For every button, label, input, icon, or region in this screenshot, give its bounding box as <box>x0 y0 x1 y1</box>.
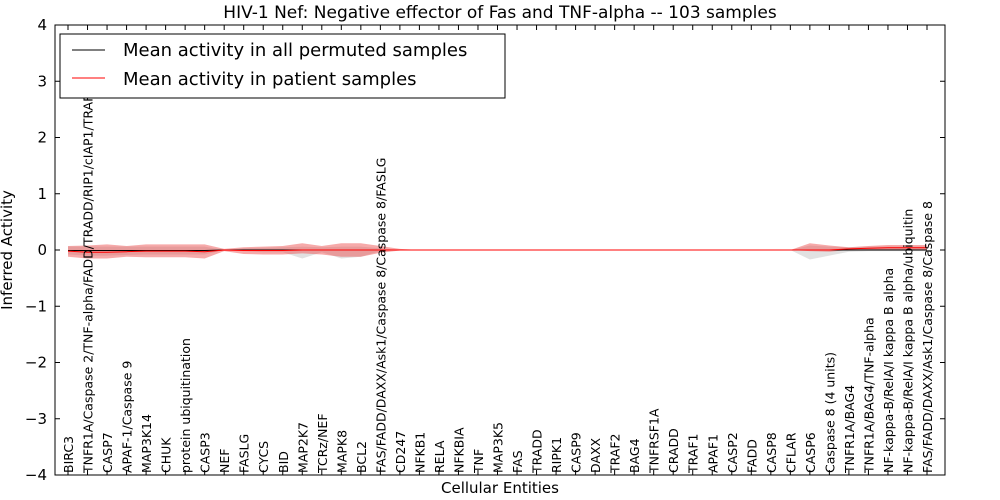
x-tick-label: CYCS <box>256 441 271 473</box>
x-tick-label: MAP3K5 <box>491 422 506 473</box>
x-tick-label: TNFRSF1A <box>647 408 662 474</box>
y-tick-label: 3 <box>37 72 47 90</box>
x-tick-label: MAPK8 <box>334 430 349 473</box>
x-tick-label: BAG4 <box>627 438 642 473</box>
series-line-patient <box>67 247 927 253</box>
x-tick-label: CASP8 <box>764 432 779 473</box>
legend-label-patient: Mean activity in patient samples <box>123 69 417 90</box>
x-tick-label: CASP6 <box>803 432 818 473</box>
y-axis: −4 −3 −2 −1 0 1 2 3 4 <box>25 16 945 484</box>
x-tick-label: TNF <box>471 449 486 474</box>
y-tick-label: 0 <box>37 241 47 259</box>
series-lines <box>67 247 927 253</box>
y-axis-label: Inferred Activity <box>0 190 16 310</box>
x-tick-label: CD247 <box>393 431 408 473</box>
legend: Mean activity in all permuted samples Me… <box>59 33 506 99</box>
confidence-bands <box>68 243 927 260</box>
x-tick-label: RELA <box>432 440 447 473</box>
x-axis: BIRC3 TNFR1A/Caspase 2/TNF-alpha/FADD/TRA… <box>61 25 935 475</box>
band-patient <box>68 243 927 259</box>
y-tick-label: −2 <box>25 354 47 372</box>
y-tick-label: 1 <box>37 185 47 203</box>
x-tick-label: FASLG <box>237 434 252 473</box>
x-tick-label: NF-kappa-B/RelA/I kappa B alpha <box>881 268 896 473</box>
x-tick-label: TNFR1A/BAG4 <box>842 385 857 474</box>
x-tick-label: FAS/FADD/DAXX/Ask1/Caspase 8/Caspase 8/F… <box>373 158 388 473</box>
x-tick-label: TCRz/NEF <box>315 413 330 474</box>
x-tick-label: CFLAR <box>783 432 798 473</box>
x-tick-label: TRAF1 <box>686 433 701 474</box>
x-tick-label: MAP3K14 <box>139 414 154 473</box>
x-tick-label: NF-kappa-B/RelA/I kappa B alpha/ubiquiti… <box>900 209 915 473</box>
x-tick-label: NFKB1 <box>412 432 427 473</box>
x-tick-label: RIPK1 <box>549 437 564 473</box>
x-tick-label: FADD <box>744 439 759 473</box>
x-tick-label: protein ubiquitination <box>178 338 193 473</box>
x-tick-label: APAF-1/Caspase 9 <box>120 361 135 473</box>
x-tick-label: BID <box>276 451 291 473</box>
x-axis-label: Cellular Entities <box>441 479 559 497</box>
x-tick-label: BIRC3 <box>61 436 76 473</box>
x-tick-label: NEF <box>217 449 232 473</box>
y-tick-label: 4 <box>37 16 47 34</box>
x-tick-label: TNFR1A/Caspase 2/TNF-alpha/FADD/TRADD/RI… <box>81 87 96 474</box>
x-tick-label: APAF1 <box>705 434 720 473</box>
chart-title: HIV-1 Nef: Negative effector of Fas and … <box>223 3 777 23</box>
y-tick-label: 2 <box>37 129 47 147</box>
y-tick-label: −3 <box>25 410 47 428</box>
x-tick-label: TNFR1A/BAG4/TNF-alpha <box>861 317 876 474</box>
x-tick-label: TRADD <box>530 429 545 474</box>
x-tick-label: CASP9 <box>569 432 584 473</box>
x-tick-label: CASP2 <box>725 432 740 473</box>
x-tick-label: MAP2K7 <box>295 422 310 473</box>
x-tick-label: CASP3 <box>198 432 213 473</box>
x-tick-label: NFKBIA <box>451 427 466 473</box>
x-tick-label: CRADD <box>666 428 681 473</box>
x-tick-label: CHUK <box>159 437 174 473</box>
x-tick-label: CASP7 <box>100 432 115 473</box>
y-tick-label: −4 <box>25 466 47 484</box>
x-tick-label: DAXX <box>588 437 603 473</box>
x-tick-label: TRAF2 <box>608 433 623 474</box>
x-tick-label: FAS/FADD/DAXX/Ask1/Caspase 8/Caspase 8 <box>920 201 935 473</box>
x-tick-label: BCL2 <box>354 441 369 473</box>
y-tick-label: −1 <box>25 297 47 315</box>
x-tick-label: Caspase 8 (4 units) <box>822 352 837 473</box>
legend-frame <box>59 33 506 99</box>
legend-label-permuted: Mean activity in all permuted samples <box>123 40 467 61</box>
x-tick-label: FAS <box>510 450 525 473</box>
